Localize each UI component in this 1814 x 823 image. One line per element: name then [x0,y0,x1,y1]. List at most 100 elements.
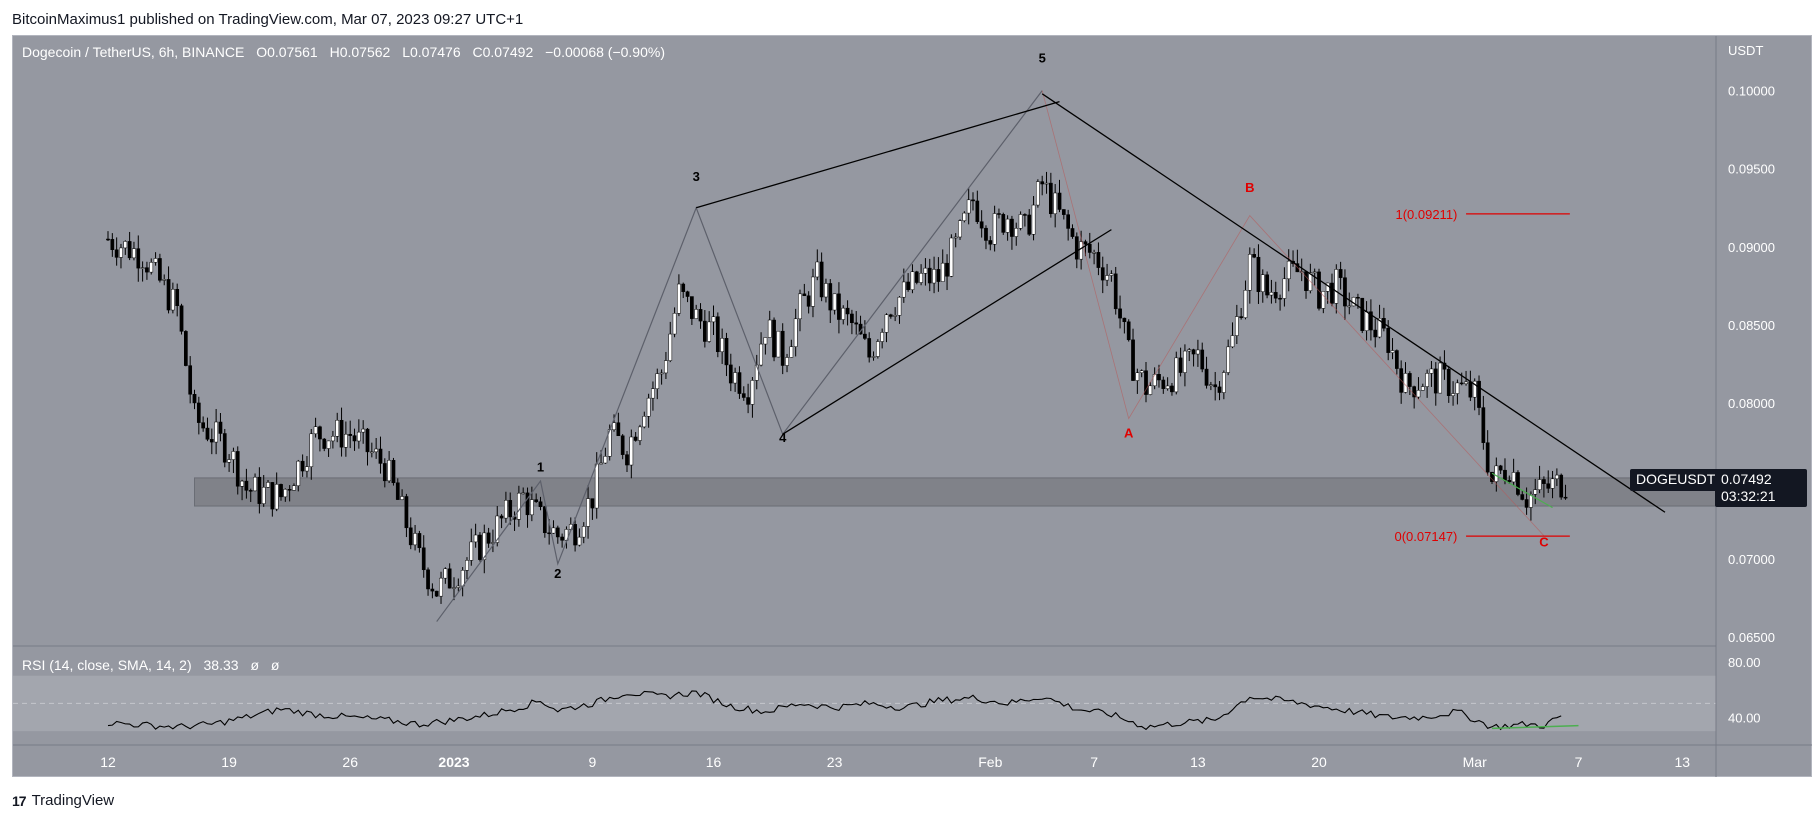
candle-body [1226,346,1231,373]
trendline [696,100,1060,209]
candle-body [971,199,975,202]
candle-body [253,476,257,492]
candle-body [1230,335,1235,348]
price-pane [13,36,1716,645]
x-tick-label: 19 [221,754,237,770]
candle-body [828,283,833,311]
candle-body [577,536,582,546]
rsi-value: 38.33 [203,657,239,673]
candle-body [1503,469,1507,481]
candle-body [698,309,703,322]
candle-body [555,527,560,538]
corrective-wave-path [1041,90,1545,536]
candle-body [1027,214,1032,235]
candle-body [352,435,357,442]
candle-body [283,488,288,498]
candle-body [357,431,361,442]
candle-body [1191,349,1196,355]
x-tick-label: 12 [100,754,116,770]
x-tick-label: 20 [1311,754,1327,770]
candle-body [1494,465,1499,482]
candle-body [171,288,175,311]
candle-body [430,588,435,592]
candle-body [642,416,647,428]
candle-body [1334,269,1339,304]
x-tick-label: 13 [1190,754,1206,770]
candle-body [1537,479,1542,490]
candle-body [1109,273,1114,276]
candle-body [1338,269,1343,278]
candle-body [594,463,599,509]
candle-body [767,319,772,338]
fib-level-label: 0(0.07147) [1395,529,1458,544]
trendline [1041,93,1666,513]
candle-body [1451,393,1455,396]
candle-body [400,496,404,500]
candle-body [534,499,539,502]
open-value: 0.07561 [267,44,318,60]
candle-body [1555,474,1559,480]
candle-body [668,333,673,361]
candle-body [175,288,180,306]
candle-body [547,532,551,535]
candle-body [1438,362,1442,394]
candle-body [1135,372,1140,381]
candle-body [759,343,763,366]
candle-body [737,372,742,394]
candle-body [1079,241,1083,260]
candle-body [785,357,789,366]
candle-body [421,547,426,571]
candle-body [136,248,141,269]
candle-body [309,433,314,467]
candle-body [1105,275,1109,281]
candle-body [664,360,668,374]
candle-body [711,316,716,323]
candle-body [651,388,655,399]
x-tick-label: 2023 [438,754,469,770]
candle-body [1053,192,1058,215]
candle-body [1023,214,1027,216]
candle-body [452,587,456,589]
candle-body [1347,305,1352,308]
candle-body [936,269,941,282]
candle-body [1330,282,1334,304]
tradingview-logo-icon: 17 [12,792,27,809]
candle-body [1265,274,1269,296]
wave-label: 2 [554,566,561,581]
candle-body [741,393,746,398]
candle-body [504,500,508,519]
wave-label: 5 [1039,51,1046,66]
candle-body [1036,181,1040,206]
candle-body [1442,362,1447,370]
candle-body [681,283,686,292]
candle-body [1498,465,1503,471]
candle-body [192,394,197,404]
candle-body [387,460,391,482]
footer-brand[interactable]: TradingView [31,792,115,809]
wave-label: 1 [537,460,544,475]
candle-body [434,590,439,597]
candle-body [845,307,850,315]
candle-body [1161,379,1166,389]
last-price-tag: 0.07492 03:32:21 [1715,469,1807,507]
candle-body [1118,308,1122,319]
candle-body [1178,357,1183,373]
candle-body [1204,368,1209,386]
rsi-label[interactable]: RSI (14, close, SMA, 14, 2) [22,657,192,673]
candle-body [1278,297,1282,300]
candle-body [1407,373,1412,387]
x-tick-label: 9 [589,754,597,770]
candle-body [123,241,128,249]
candle-body [1152,374,1157,387]
candle-body [824,283,828,298]
symbol-title[interactable]: Dogecoin / TetherUS, 6h, BINANCE [22,44,245,60]
candle-body [110,239,115,250]
candle-body [1511,472,1516,483]
candle-body [517,492,521,520]
candle-body [573,524,577,546]
candle-body [1542,479,1546,484]
candle-body [966,199,971,214]
candle-body [919,273,923,283]
candle-body [1416,390,1421,398]
